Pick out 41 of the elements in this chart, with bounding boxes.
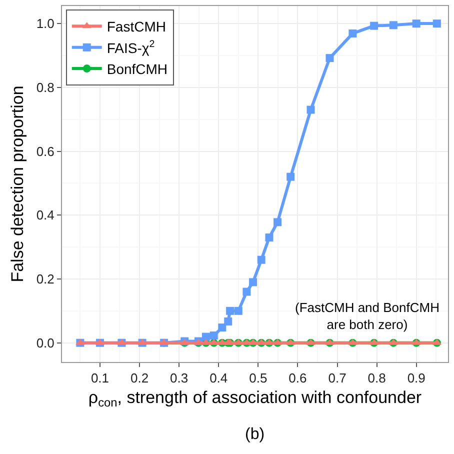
y-tick-label: 0.0	[36, 335, 54, 350]
x-tick-label: 0.4	[210, 370, 228, 386]
point	[348, 29, 357, 38]
y-tick-label: 0.4	[36, 208, 54, 223]
point	[210, 332, 218, 340]
x-tick-label: 0.8	[368, 370, 386, 386]
x-axis-title: ρ$_{con}$, strength of association with confounder	[88, 388, 422, 410]
point	[249, 278, 258, 286]
y-axis-title: False detection proportion	[8, 86, 27, 282]
legend-label: BonfCMH	[106, 61, 168, 78]
point	[234, 306, 242, 315]
y-tick-label: 0.2	[36, 272, 54, 287]
y-tick-label: 1.0	[36, 16, 54, 32]
point	[224, 317, 232, 326]
legend-label: FastCMH	[106, 18, 166, 35]
point	[242, 288, 251, 296]
x-tick-label: 0.5	[249, 370, 268, 386]
legend-label: FAIS-χ$^{2}$	[106, 38, 155, 56]
point	[370, 22, 378, 30]
y-tick-label: 0.6	[36, 144, 54, 159]
point	[432, 20, 441, 28]
point	[389, 21, 398, 30]
text: (b)	[245, 426, 265, 443]
annotation: (FastCMH and BonfCMH are both zero)	[295, 300, 440, 332]
y-tick-label: 0.8	[36, 80, 54, 95]
point	[286, 172, 295, 181]
point	[306, 106, 315, 114]
point	[265, 233, 274, 242]
point	[274, 218, 282, 226]
x-tick-label: 0.1	[90, 370, 110, 386]
x-tick-label: 0.7	[328, 370, 346, 386]
point	[326, 54, 334, 62]
x-tick-label: 0.9	[407, 370, 426, 386]
point	[202, 332, 210, 341]
point	[226, 306, 234, 315]
point	[412, 20, 420, 28]
point	[218, 324, 226, 332]
x-tick-label: 0.3	[170, 370, 188, 386]
point	[257, 256, 266, 264]
x-tick-label: 0.2	[130, 370, 149, 386]
x-tick-label: 0.6	[288, 370, 307, 386]
